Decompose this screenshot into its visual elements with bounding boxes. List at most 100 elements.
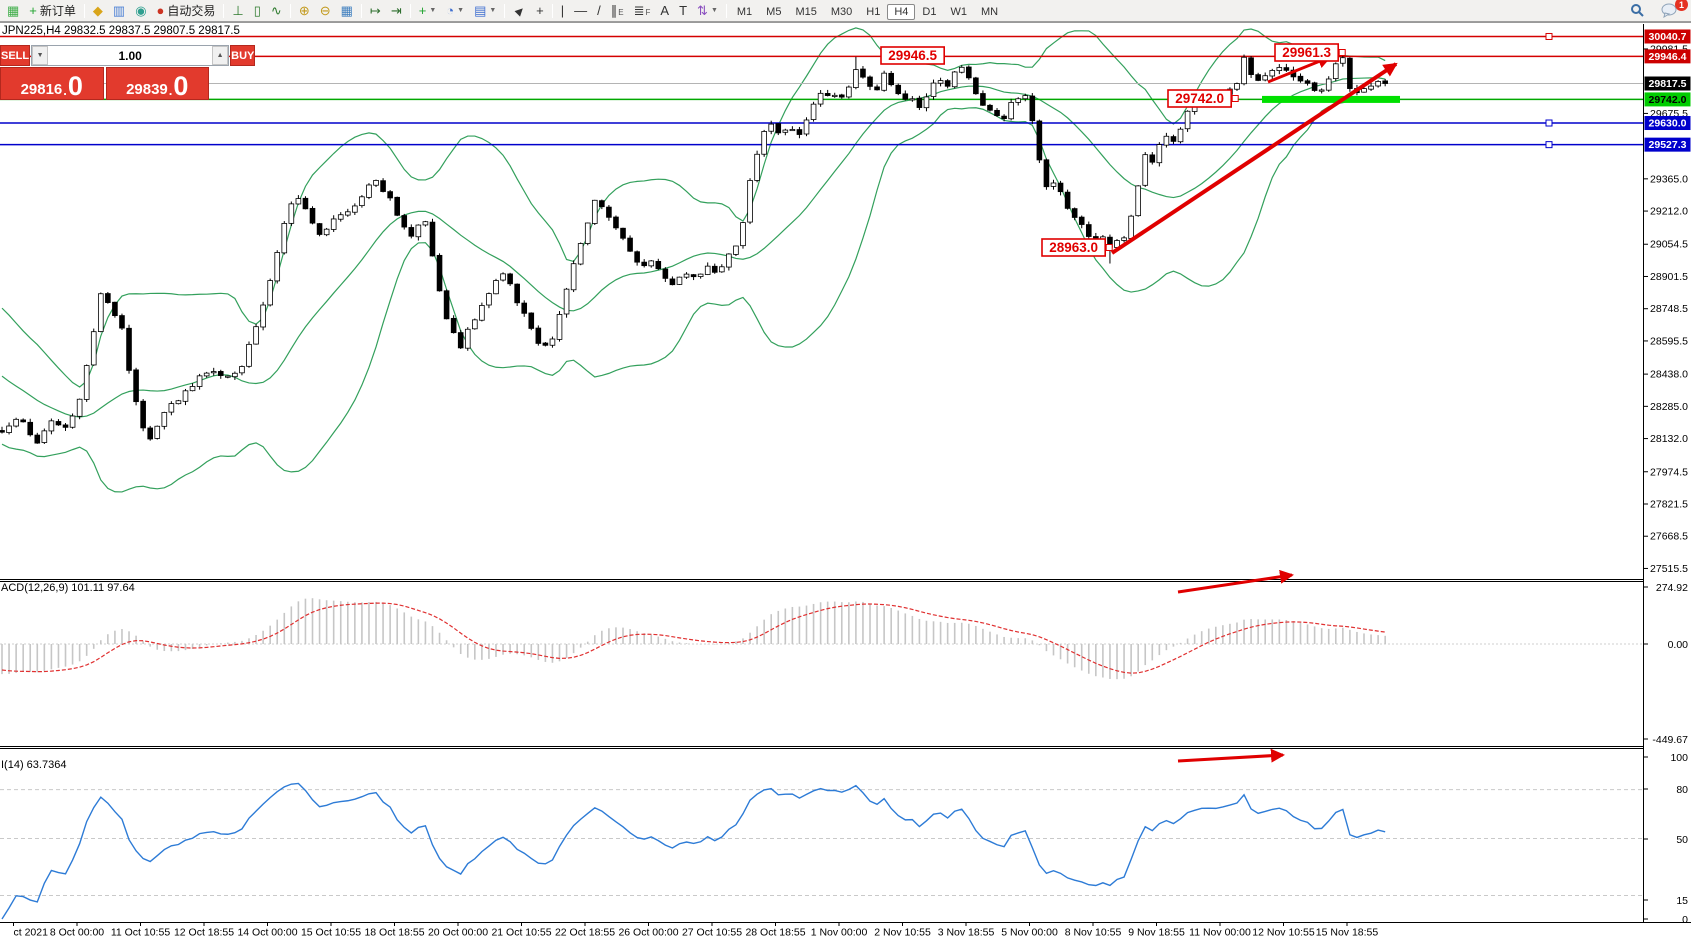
callout-box xyxy=(1274,43,1340,62)
chart-window-icon[interactable]: ▥ xyxy=(108,2,130,19)
trendline-icon: / xyxy=(597,3,601,18)
timeframe-mn[interactable]: MN xyxy=(980,6,999,18)
price-callouts[interactable]: 29946.5 29961.3 29742.0 28963.0 xyxy=(880,43,1346,257)
callout-box xyxy=(880,46,946,65)
rsi-scale-tick: 50 xyxy=(1676,834,1688,846)
chart-shift-icon: ⇥ xyxy=(390,3,402,18)
timeframe-h1[interactable]: H1 xyxy=(866,6,881,18)
buy-price[interactable]: 29839. 0 xyxy=(105,67,209,100)
time-tick: 18 Oct 18:55 xyxy=(364,927,424,939)
timeframe-d1[interactable]: D1 xyxy=(922,6,937,18)
toolbar-right: 1 xyxy=(1625,0,1689,20)
bar-chart-icon[interactable]: ⊥ xyxy=(227,2,248,19)
horizontal-line-icon: — xyxy=(574,3,588,18)
price-badge-label: 30040.7 xyxy=(1649,31,1687,43)
time-tick: 9 Nov 18:55 xyxy=(1128,927,1185,939)
vertical-line-icon[interactable]: | xyxy=(556,2,569,19)
arrows-tool-icon: ⇅ xyxy=(697,3,708,18)
sell-price[interactable]: 29816. 0 xyxy=(0,67,104,100)
chat-icon[interactable]: 1 xyxy=(1656,0,1688,20)
crosshair-icon: + xyxy=(536,3,544,18)
tile-windows-icon: ▦ xyxy=(340,3,353,18)
timeframe-m5[interactable]: M5 xyxy=(766,6,782,18)
timeframe-m1[interactable]: M1 xyxy=(736,6,753,18)
auto-scroll-icon[interactable]: ↦ xyxy=(365,2,386,19)
template-icon[interactable]: ▤ ▼ xyxy=(469,2,501,19)
toolbar-separator xyxy=(504,4,506,18)
paint-bucket-icon[interactable]: ◆ xyxy=(88,2,108,19)
price-tick: 27515.5 xyxy=(1650,563,1688,575)
macd-scale-tick: 0.00 xyxy=(1668,639,1689,651)
notification-badge: 1 xyxy=(1675,0,1688,11)
equidistant-channel-icon: ∥ xyxy=(610,3,618,18)
price-tick: 28748.5 xyxy=(1650,303,1688,315)
callout-box xyxy=(1041,238,1107,257)
volume-up-button[interactable]: ▲ xyxy=(212,46,229,65)
toolbar-separator xyxy=(360,4,362,18)
horizontal-line-icon[interactable]: — xyxy=(569,2,592,19)
buy-button[interactable]: BUY xyxy=(230,45,256,66)
trend-arrows[interactable] xyxy=(1110,54,1398,763)
time-tick: 27 Oct 10:55 xyxy=(682,927,742,939)
time-tick: 15 Oct 10:55 xyxy=(301,927,361,939)
price-badge-label: 29946.4 xyxy=(1649,51,1687,63)
callout-box xyxy=(1167,89,1233,108)
new-order-button: + xyxy=(29,3,37,18)
signal-icon: ◉ xyxy=(135,3,147,18)
new-chart-icon[interactable]: + ▼ xyxy=(414,2,442,19)
red-trend-arrow xyxy=(1177,569,1294,594)
tile-windows-icon[interactable]: ▦ xyxy=(336,2,358,19)
time-axis[interactable]: ct 2021 8 Oct 00:00 11 Oct 10:55 12 Oct 18:… xyxy=(13,922,1379,939)
period-icon[interactable]: ◔ ▼ xyxy=(441,2,469,19)
time-tick: 8 Nov 10:55 xyxy=(1065,927,1122,939)
text-icon[interactable]: A xyxy=(655,2,674,19)
volume-stepper: ▼ ▲ xyxy=(31,45,230,66)
cursor-icon[interactable]: ► xyxy=(508,1,531,21)
time-tick: 14 Oct 00:00 xyxy=(237,927,297,939)
timeframe-h4[interactable]: H4 xyxy=(887,4,916,20)
callout-anchor-marker xyxy=(1231,95,1239,102)
rsi-scale-tick: 15 xyxy=(1676,895,1688,907)
time-tick: 11 Nov 00:00 xyxy=(1189,927,1251,939)
new-order-button-label: 新订单 xyxy=(39,4,76,18)
trendline-icon[interactable]: / xyxy=(592,2,606,19)
app-window-icon[interactable]: ▦ xyxy=(2,2,24,19)
search-icon[interactable] xyxy=(1625,1,1650,20)
fibonacci-icon[interactable]: ≣ F xyxy=(633,3,651,18)
fibonacci-icon: ≣ xyxy=(633,3,645,18)
line-chart-icon[interactable]: ∿ xyxy=(266,2,287,19)
sell-button[interactable]: SELL xyxy=(0,45,31,66)
text-label-icon[interactable]: T xyxy=(674,2,692,19)
callout-text: 29742.0 xyxy=(1175,91,1224,106)
auto-trading-button[interactable]: ● 自动交易 xyxy=(152,0,221,21)
timeframe-m15[interactable]: M15 xyxy=(795,6,817,18)
period-icon: ◔ xyxy=(446,3,455,18)
price-tick: 28438.0 xyxy=(1650,369,1688,381)
price-tick: 28285.0 xyxy=(1650,401,1688,413)
main-toolbar: ▦ + 新订单 ◆ ▥ ◉ ● 自动交易 ⊥ ▯ ∿ ⊕ ⊖ ▦ ↦ ⇥ + ▼ ◔ ▼ ▤ ▼ ► + | — / ∥ E ≣ F A T ⇅ ▼… xyxy=(0,0,1691,22)
signal-icon[interactable]: ◉ xyxy=(130,2,151,19)
volume-input[interactable] xyxy=(48,46,213,65)
volume-down-button[interactable]: ▼ xyxy=(32,46,49,65)
chart-shift-icon[interactable]: ⇥ xyxy=(386,2,407,19)
new-order-button[interactable]: + 新订单 xyxy=(24,0,81,21)
equidistant-channel-icon[interactable]: ∥ E xyxy=(610,3,624,18)
crosshair-icon[interactable]: + xyxy=(531,2,549,19)
arrows-tool-icon[interactable]: ⇅ ▼ xyxy=(692,2,723,19)
zoom-out-icon[interactable]: ⊖ xyxy=(315,2,336,19)
chevron-down-icon: ▼ xyxy=(489,7,497,14)
candlestick-chart-icon[interactable]: ▯ xyxy=(249,2,266,19)
time-tick: 26 Oct 00:00 xyxy=(618,927,678,939)
price-axis[interactable]: 29981.529675.529365.029212.029054.528901… xyxy=(1643,29,1691,926)
timeframe-m30[interactable]: M30 xyxy=(830,6,853,18)
zoom-in-icon[interactable]: ⊕ xyxy=(294,2,315,19)
zoom-out-icon: ⊖ xyxy=(319,3,331,18)
price-tick: 28595.5 xyxy=(1650,335,1688,347)
price-badge xyxy=(1644,137,1691,152)
time-tick: 12 Nov 10:55 xyxy=(1252,927,1315,939)
support-zone-highlight[interactable] xyxy=(1262,95,1400,103)
timeframe-w1[interactable]: W1 xyxy=(950,6,967,18)
rsi-scale-tick: 0 xyxy=(1682,914,1688,926)
chart-symbol-title: JPN225,H4 29832.5 29837.5 29807.5 29817.… xyxy=(2,25,240,37)
